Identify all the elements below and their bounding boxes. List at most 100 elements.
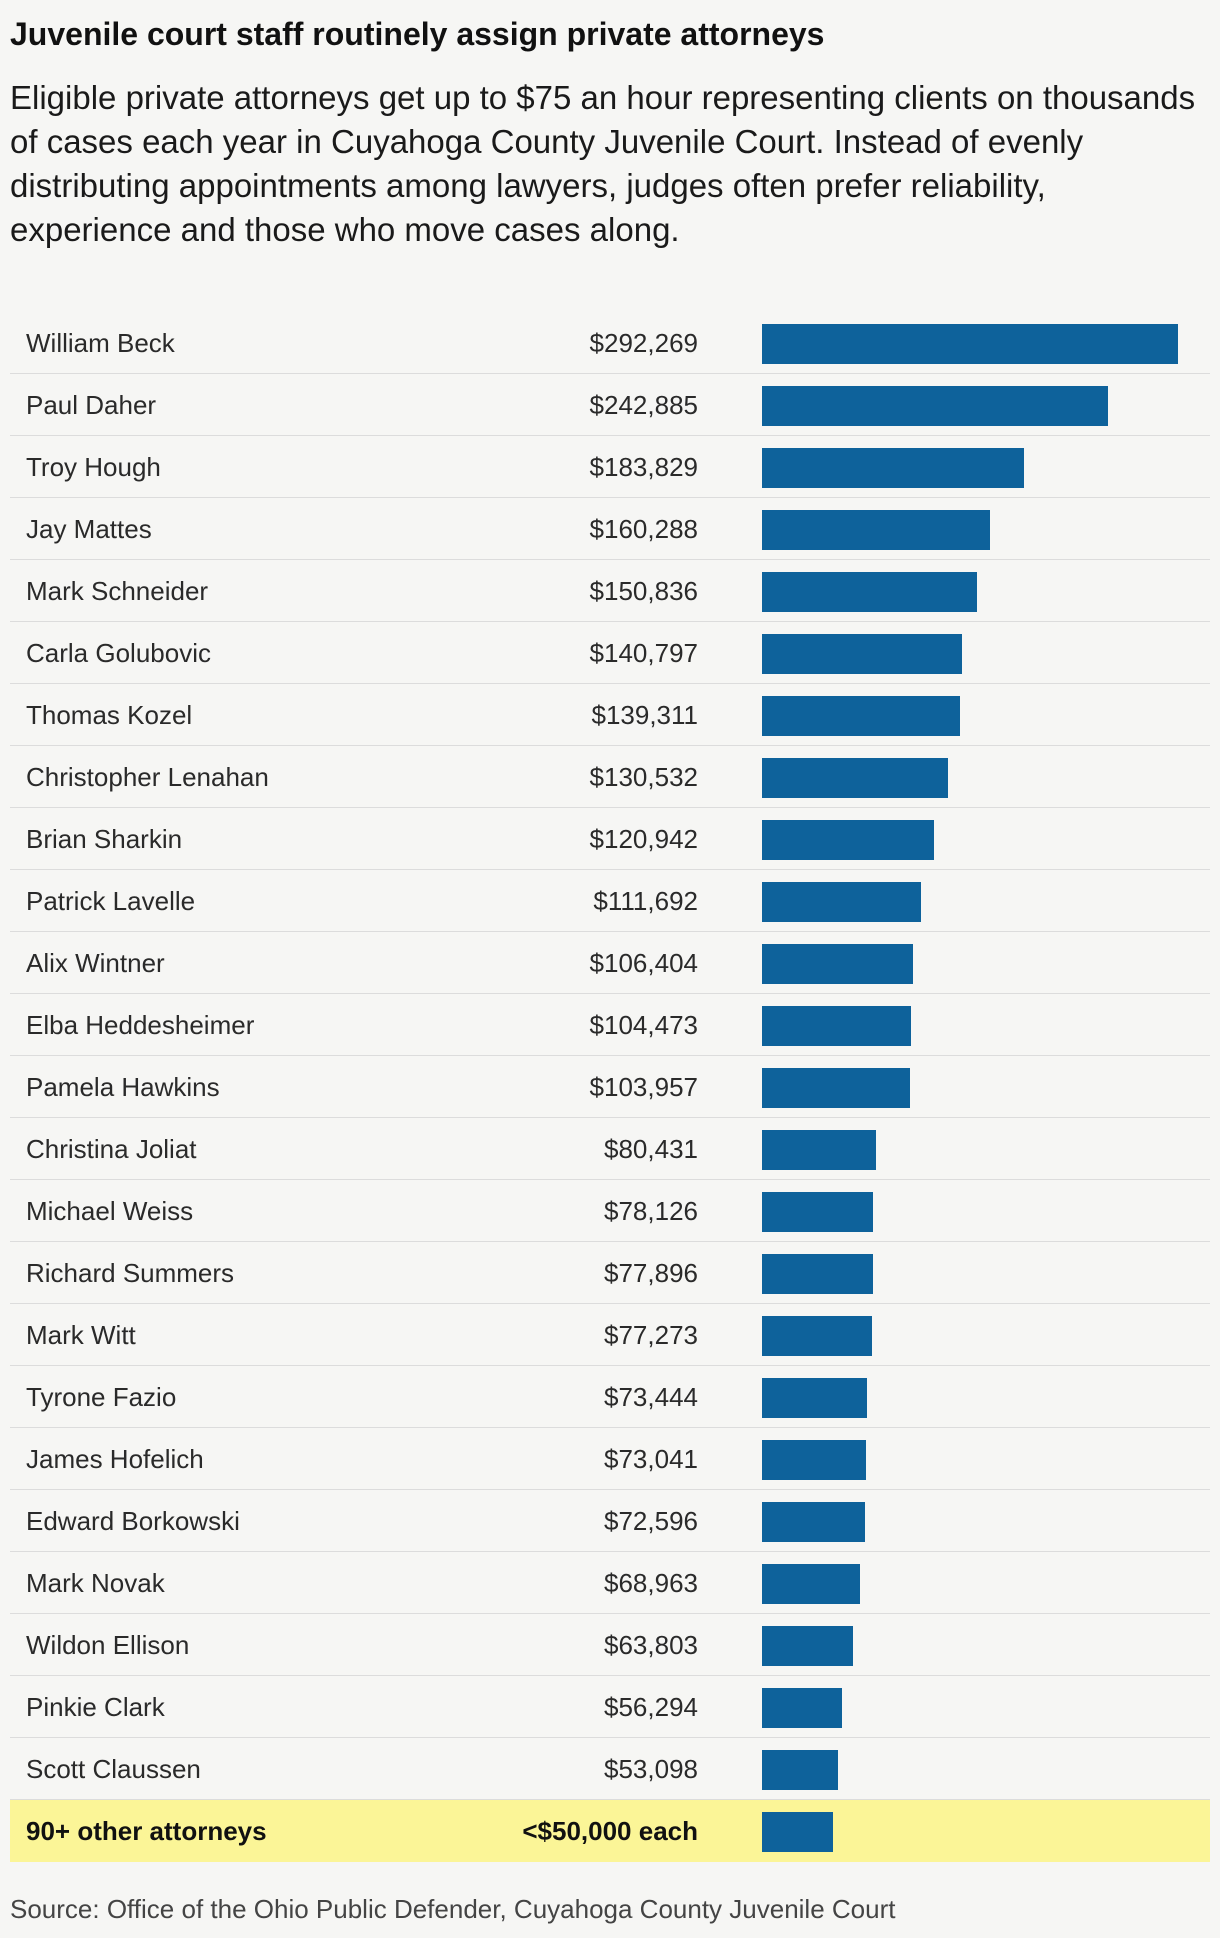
chart-row: Pamela Hawkins $103,957 — [10, 1056, 1210, 1118]
chart-row: Patrick Lavelle $111,692 — [10, 870, 1210, 932]
payment-bar — [762, 1068, 910, 1108]
chart-row: Troy Hough $183,829 — [10, 436, 1210, 498]
payment-bar — [762, 1688, 842, 1728]
payment-amount: $292,269 — [589, 328, 698, 358]
payment-bar — [762, 634, 962, 674]
payment-bar — [762, 1750, 838, 1790]
chart-row: James Hofelich $73,041 — [10, 1428, 1210, 1490]
chart-row: Elba Heddesheimer $104,473 — [10, 994, 1210, 1056]
payment-amount: $183,829 — [589, 452, 698, 482]
attorney-name: Christina Joliat — [26, 1134, 197, 1164]
attorney-name: Paul Daher — [26, 390, 157, 420]
chart-row: Alix Wintner $106,404 — [10, 932, 1210, 994]
payment-bar — [762, 820, 934, 860]
attorney-name: Edward Borkowski — [26, 1506, 240, 1536]
payment-bar — [762, 1626, 853, 1666]
payment-bar — [762, 1130, 876, 1170]
payment-amount: $73,041 — [604, 1444, 698, 1474]
payment-amount: $80,431 — [604, 1134, 698, 1164]
payment-amount: $104,473 — [589, 1010, 698, 1040]
payment-bar — [762, 324, 1178, 364]
payment-amount: $140,797 — [589, 638, 698, 668]
attorney-name: Thomas Kozel — [26, 700, 193, 730]
chart-row: Tyrone Fazio $73,444 — [10, 1366, 1210, 1428]
payment-amount: $73,444 — [604, 1382, 698, 1412]
attorney-name: Christopher Lenahan — [26, 762, 269, 792]
payment-bar — [762, 882, 921, 922]
chart-row: Wildon Ellison $63,803 — [10, 1614, 1210, 1676]
attorney-name: Michael Weiss — [26, 1196, 194, 1226]
payment-bar — [762, 572, 977, 612]
payment-amount: $77,273 — [604, 1320, 698, 1350]
payment-amount: $120,942 — [589, 824, 698, 854]
attorney-name: Wildon Ellison — [26, 1630, 190, 1660]
attorney-name: Patrick Lavelle — [26, 886, 196, 916]
payment-bar — [762, 1812, 833, 1852]
chart-subtitle: Eligible private attorneys get up to $75… — [10, 79, 1196, 248]
attorney-name: Jay Mattes — [26, 514, 152, 544]
payment-amount: $72,596 — [604, 1506, 698, 1536]
payment-amount: $160,288 — [589, 514, 698, 544]
payment-bar — [762, 1316, 872, 1356]
chart-row: Scott Claussen $53,098 — [10, 1738, 1210, 1800]
payment-amount: $77,896 — [604, 1258, 698, 1288]
chart-row: Michael Weiss $78,126 — [10, 1180, 1210, 1242]
chart-row: Brian Sharkin $120,942 — [10, 808, 1210, 870]
payment-amount: $150,836 — [589, 576, 698, 606]
payment-amount: $56,294 — [604, 1692, 698, 1722]
payment-amount: $139,311 — [591, 700, 698, 730]
payment-amount: $53,098 — [604, 1754, 698, 1784]
chart-row: Pinkie Clark $56,294 — [10, 1676, 1210, 1738]
payment-bar — [762, 944, 913, 984]
payment-bar — [762, 1440, 866, 1480]
chart-row: Jay Mattes $160,288 — [10, 498, 1210, 560]
payment-amount: $103,957 — [589, 1072, 698, 1102]
chart-row: Christina Joliat $80,431 — [10, 1118, 1210, 1180]
payment-bar — [762, 696, 960, 736]
payment-bar — [762, 510, 990, 550]
chart-title: Juvenile court staff routinely assign pr… — [10, 16, 825, 52]
attorney-name: Pamela Hawkins — [26, 1072, 220, 1102]
payment-bar — [762, 758, 948, 798]
attorney-name: Carla Golubovic — [26, 638, 211, 668]
payment-bar — [762, 1502, 865, 1542]
attorney-name: Scott Claussen — [26, 1754, 201, 1784]
chart-row: Mark Witt $77,273 — [10, 1304, 1210, 1366]
chart-row: Mark Novak $68,963 — [10, 1552, 1210, 1614]
attorney-name: James Hofelich — [26, 1444, 204, 1474]
payment-bar — [762, 1378, 867, 1418]
attorney-name: Richard Summers — [26, 1258, 235, 1288]
payment-amount: $68,963 — [604, 1568, 698, 1598]
chart-row: William Beck $292,269 — [10, 312, 1210, 374]
payment-amount: $106,404 — [589, 948, 698, 978]
payment-bar — [762, 1564, 860, 1604]
attorney-name: Tyrone Fazio — [26, 1382, 177, 1412]
chart-row: Carla Golubovic $140,797 — [10, 622, 1210, 684]
payment-amount: $242,885 — [589, 390, 698, 420]
chart-row: Edward Borkowski $72,596 — [10, 1490, 1210, 1552]
source-note: Source: Office of the Ohio Public Defend… — [10, 1894, 896, 1924]
payment-bar — [762, 1254, 873, 1294]
payment-amount: $78,126 — [604, 1196, 698, 1226]
payment-bar — [762, 1006, 911, 1046]
payment-amount: $63,803 — [604, 1630, 698, 1660]
chart-row-other-attorneys: 90+ other attorneys <$50,000 each — [10, 1800, 1210, 1862]
payment-bar — [762, 386, 1108, 426]
chart-row: Paul Daher $242,885 — [10, 374, 1210, 436]
chart-row: Richard Summers $77,896 — [10, 1242, 1210, 1304]
attorney-name: Elba Heddesheimer — [26, 1010, 255, 1040]
payment-amount: <$50,000 each — [522, 1816, 698, 1846]
attorney-payments-bar-chart: William Beck $292,269 Paul Daher $242,885 Tr… — [10, 312, 1210, 1862]
chart-row: Thomas Kozel $139,311 — [10, 684, 1210, 746]
attorney-name: Mark Novak — [26, 1568, 165, 1598]
attorney-name: Troy Hough — [26, 452, 161, 482]
attorney-name: 90+ other attorneys — [26, 1816, 267, 1846]
payment-bar — [762, 448, 1024, 488]
chart-row: Mark Schneider $150,836 — [10, 560, 1210, 622]
attorney-name: Mark Witt — [26, 1320, 136, 1350]
payment-bar — [762, 1192, 873, 1232]
attorney-name: Brian Sharkin — [26, 824, 183, 854]
attorney-name: Pinkie Clark — [26, 1692, 165, 1722]
payment-amount: $111,692 — [593, 886, 698, 916]
attorney-name: Mark Schneider — [26, 576, 209, 606]
